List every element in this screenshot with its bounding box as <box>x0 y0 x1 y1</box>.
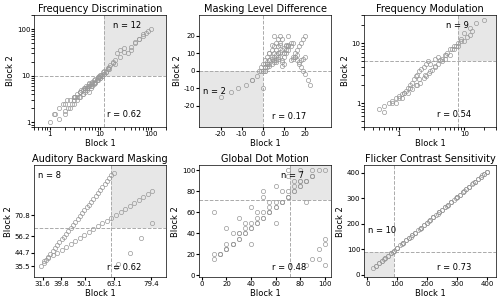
Y-axis label: Block 2: Block 2 <box>4 206 13 237</box>
Y-axis label: Block 2: Block 2 <box>172 206 180 237</box>
Text: n = 2: n = 2 <box>204 87 227 96</box>
Y-axis label: Block 2: Block 2 <box>336 206 345 237</box>
Y-axis label: Block 2: Block 2 <box>341 56 350 86</box>
Bar <box>104 15 166 76</box>
Title: Global Dot Motion: Global Dot Motion <box>221 154 309 165</box>
X-axis label: Block 1: Block 1 <box>415 139 446 148</box>
Title: Auditory Backward Masking: Auditory Backward Masking <box>32 154 168 165</box>
Text: r = 0.62: r = 0.62 <box>106 263 141 272</box>
Text: r = 0.73: r = 0.73 <box>436 263 471 272</box>
Text: n = 7: n = 7 <box>281 171 304 180</box>
Bar <box>112 165 166 228</box>
Y-axis label: Block 2: Block 2 <box>6 56 16 86</box>
Text: r = 0.17: r = 0.17 <box>272 112 306 121</box>
Text: r = 0.62: r = 0.62 <box>106 110 141 119</box>
Text: n = 8: n = 8 <box>38 171 62 180</box>
Bar <box>290 165 331 200</box>
X-axis label: Block 1: Block 1 <box>250 289 280 298</box>
Text: n = 9: n = 9 <box>446 21 469 30</box>
Text: r = 0.54: r = 0.54 <box>436 110 471 119</box>
X-axis label: Block 1: Block 1 <box>250 139 280 148</box>
Bar <box>458 15 496 61</box>
X-axis label: Block 1: Block 1 <box>85 289 116 298</box>
Title: Frequency Discrimination: Frequency Discrimination <box>38 4 162 14</box>
X-axis label: Block 1: Block 1 <box>415 289 446 298</box>
Bar <box>364 252 394 277</box>
Bar <box>200 71 263 127</box>
Text: n = 10: n = 10 <box>368 226 396 235</box>
Title: Flicker Contrast Sensitivity: Flicker Contrast Sensitivity <box>365 154 496 165</box>
X-axis label: Block 1: Block 1 <box>85 139 116 148</box>
Title: Frequency Modulation: Frequency Modulation <box>376 4 484 14</box>
Text: n = 12: n = 12 <box>114 21 141 30</box>
Y-axis label: Block 2: Block 2 <box>174 56 182 86</box>
Text: r = 0.48: r = 0.48 <box>272 263 306 272</box>
Title: Masking Level Difference: Masking Level Difference <box>204 4 326 14</box>
